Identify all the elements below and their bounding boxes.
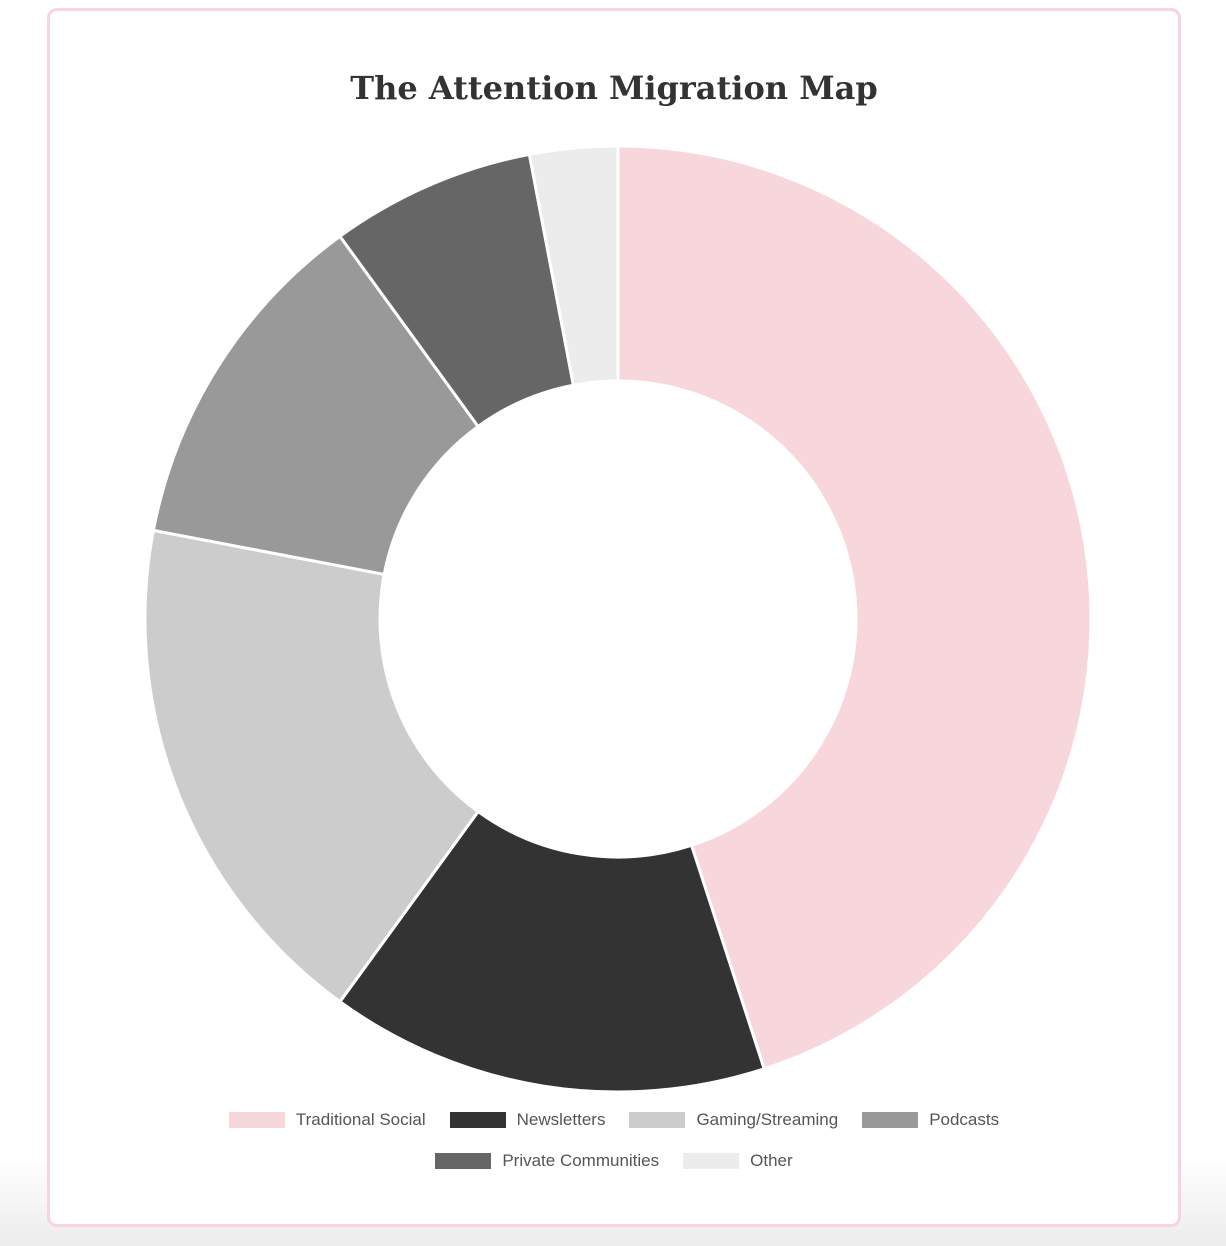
legend-label: Podcasts [929,1110,1000,1129]
legend-item-traditional-social[interactable]: Traditional Social [228,1109,426,1131]
legend-swatch [629,1112,686,1128]
legend-swatch [435,1153,492,1169]
chart-card: The Attention Migration Map Traditional … [47,8,1181,1227]
legend-label: Private Communities [502,1151,660,1170]
legend-swatch [683,1153,740,1169]
slice-newsletters[interactable] [337,809,767,1092]
legend-swatch [228,1112,285,1128]
legend-item-podcasts[interactable]: Podcasts [862,1109,999,1131]
slice-podcasts[interactable] [151,234,481,577]
chart-title: The Attention Migration Map [350,69,878,107]
legend-label: Other [750,1151,793,1170]
legend-item-newsletters[interactable]: Newsletters [449,1109,606,1131]
legend-swatch [862,1112,919,1128]
legend-item-private-communities[interactable]: Private Communities [435,1150,659,1172]
slice-gaming-streaming[interactable] [145,528,481,1004]
legend-item-other[interactable]: Other [683,1150,793,1172]
chart-legend: Traditional Social Newsletters Gaming/Stre… [110,1109,1118,1172]
legend-swatch [449,1112,506,1128]
legend-label: Newsletters [516,1110,606,1129]
legend-item-gaming-streaming[interactable]: Gaming/Streaming [629,1109,838,1131]
slice-traditional-social[interactable] [616,146,1091,1071]
legend-label: Gaming/Streaming [696,1110,839,1129]
slice-other[interactable] [527,146,620,387]
donut-chart [145,146,1091,1092]
legend-label: Traditional Social [295,1110,426,1129]
